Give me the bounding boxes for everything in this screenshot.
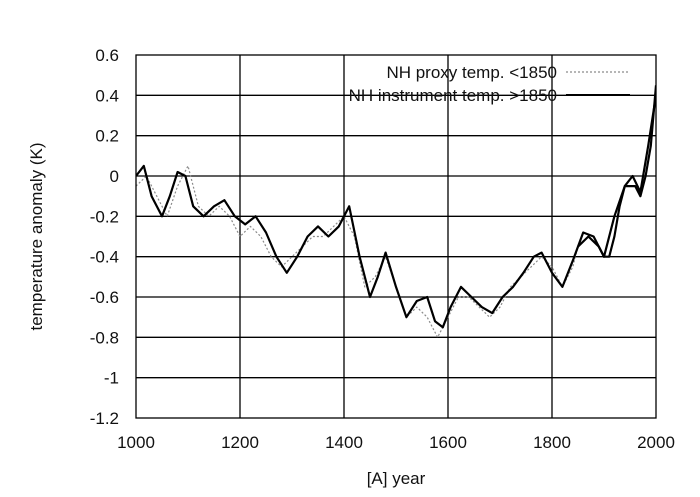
x-axis-label: [A] year: [367, 469, 426, 488]
y-axis-label: temperature anomaly (K): [27, 142, 46, 330]
legend: NH proxy temp. <1850 NH instrument temp.…: [349, 63, 630, 105]
x-tick-label: 1000: [117, 433, 155, 452]
grid: [136, 55, 656, 418]
x-tick-label: 1400: [325, 433, 363, 452]
y-tick-label: -0.8: [90, 328, 119, 347]
series-line-0: [136, 165, 579, 338]
y-tick-label: -1: [104, 369, 119, 388]
x-tick-label: 1600: [429, 433, 467, 452]
x-tick-label: 2000: [637, 433, 675, 452]
legend-label-proxy: NH proxy temp. <1850: [386, 63, 557, 82]
x-tick-label: 1800: [533, 433, 571, 452]
y-tick-label: -0.2: [90, 207, 119, 226]
series-layer: [136, 85, 656, 338]
series-line-2: [136, 95, 656, 329]
plot-frame: [135, 54, 657, 419]
legend-label-instrument: NH instrument temp. >1850: [349, 86, 557, 105]
x-tick-label: 1200: [221, 433, 259, 452]
y-tick-label: 0.2: [95, 127, 119, 146]
y-tick-label: -1.2: [90, 409, 119, 428]
y-tick-label: -0.4: [90, 248, 119, 267]
y-tick-label: 0.6: [95, 46, 119, 65]
y-tick-label: -0.6: [90, 288, 119, 307]
ticks: 1000 1200 1400 1600 1800 2000 -1.2 -1 -0.8 -0.6 -0…: [90, 46, 675, 452]
y-tick-label: 0.4: [95, 86, 119, 105]
y-tick-label: 0: [110, 167, 119, 186]
